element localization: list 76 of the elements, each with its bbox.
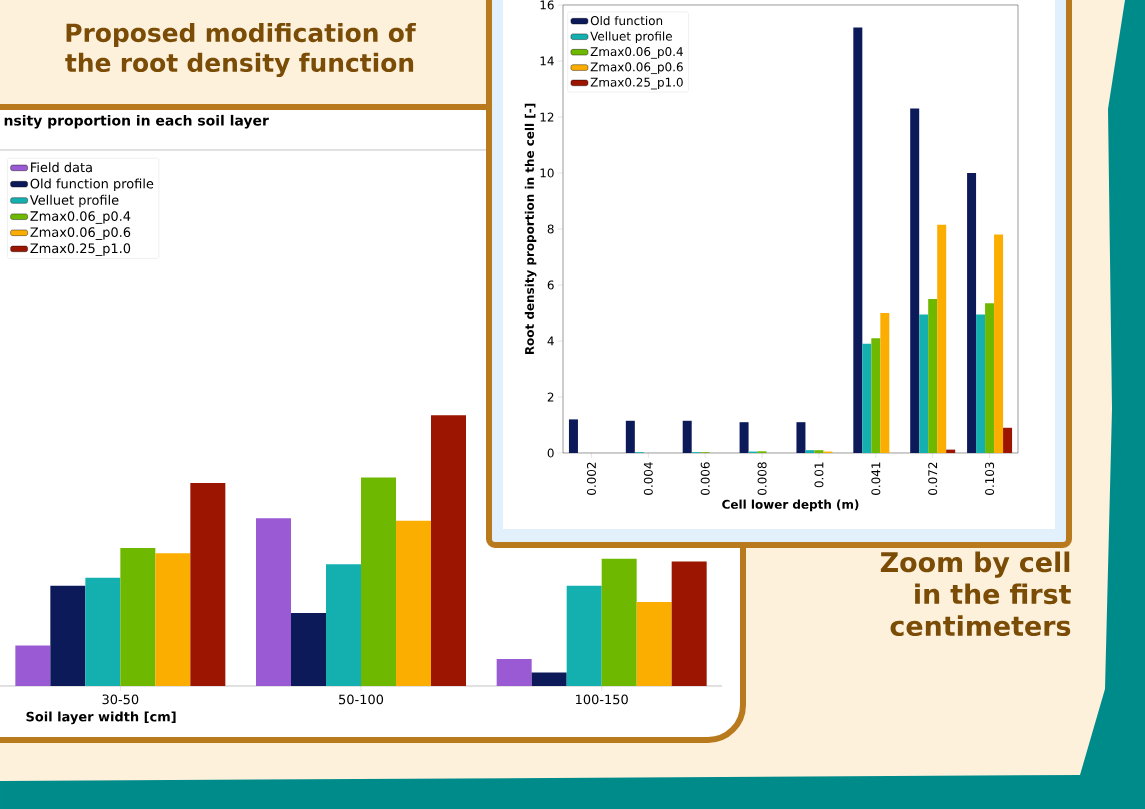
x-tick-label: 50-100 bbox=[339, 694, 384, 705]
y-tick-label: 4 bbox=[547, 336, 554, 346]
bar bbox=[15, 645, 51, 686]
bar bbox=[994, 234, 1004, 453]
x-axis-title: Soil layer width [cm] bbox=[26, 711, 176, 725]
legend-label: Velluet profile bbox=[590, 31, 672, 44]
bar bbox=[625, 420, 635, 453]
legend-label: Zmax0.25_p1.0 bbox=[590, 77, 683, 90]
bar bbox=[531, 672, 567, 686]
bar bbox=[396, 520, 432, 686]
bar bbox=[985, 303, 995, 453]
x-tick-label: 0.006 bbox=[700, 462, 710, 495]
bar bbox=[291, 612, 327, 686]
bar bbox=[190, 482, 226, 686]
bar bbox=[937, 224, 947, 453]
text: Proposed modification of the root density function bbox=[65, 22, 416, 78]
bar bbox=[919, 314, 929, 453]
bar bbox=[50, 585, 86, 686]
x-tick-label: 0.008 bbox=[757, 462, 767, 495]
legend-label: Zmax0.06_p0.6 bbox=[590, 62, 683, 75]
bar bbox=[871, 338, 881, 453]
legend-label: Field data bbox=[31, 162, 92, 173]
bar bbox=[671, 561, 707, 686]
bar bbox=[431, 415, 467, 686]
bar bbox=[1003, 427, 1013, 453]
text: Zoom by cell in the first centimeters bbox=[880, 551, 1071, 637]
y-tick-label: 0 bbox=[547, 448, 554, 458]
y-tick-label: 6 bbox=[547, 280, 554, 290]
bar bbox=[739, 422, 749, 453]
x-tick-label: 0.01 bbox=[814, 462, 824, 488]
bar bbox=[946, 449, 956, 453]
legend-label: Zmax0.06_p0.4 bbox=[30, 211, 131, 224]
y-tick-label: 2 bbox=[547, 392, 554, 402]
bar bbox=[568, 419, 578, 453]
y-tick-label: 12 bbox=[540, 112, 554, 122]
x-tick-label: 0.002 bbox=[586, 462, 596, 495]
bar bbox=[853, 27, 863, 453]
bar bbox=[155, 553, 191, 686]
bar bbox=[862, 343, 872, 453]
x-axis-title: Cell lower depth (m) bbox=[722, 499, 859, 512]
legend-label: Zmax0.06_p0.6 bbox=[30, 227, 131, 240]
chart-title: nsity proportion in each soil layer bbox=[4, 114, 269, 129]
legend-label: Old function bbox=[590, 15, 663, 26]
bar bbox=[566, 585, 602, 686]
legend-label: Zmax0.06_p0.4 bbox=[590, 47, 683, 59]
bar bbox=[601, 558, 637, 686]
y-axis-title: Root density proportion in the cell [-] bbox=[524, 103, 537, 355]
y-tick-label: 10 bbox=[540, 168, 554, 178]
legend-label: Velluet profile bbox=[29, 194, 119, 208]
bar bbox=[976, 314, 986, 453]
x-tick-label: 0.072 bbox=[928, 462, 938, 495]
legend-label: Old function profile bbox=[30, 178, 154, 192]
bar bbox=[967, 172, 977, 453]
y-tick-label: 8 bbox=[547, 224, 554, 234]
bar bbox=[361, 477, 397, 686]
bar bbox=[256, 518, 292, 686]
bar bbox=[636, 602, 672, 686]
y-tick-label: 14 bbox=[540, 56, 554, 66]
bar bbox=[796, 422, 806, 453]
bar bbox=[120, 547, 156, 686]
bar bbox=[805, 450, 815, 453]
bar bbox=[682, 420, 692, 453]
bar bbox=[326, 564, 362, 686]
x-tick-label: 0.103 bbox=[985, 462, 995, 495]
bar bbox=[85, 577, 121, 686]
legend-label: Zmax0.25_p1.0 bbox=[30, 243, 131, 257]
bar bbox=[928, 298, 938, 453]
y-tick-label: 16 bbox=[540, 0, 554, 10]
bar bbox=[814, 450, 824, 453]
bar bbox=[880, 312, 890, 453]
bar bbox=[496, 658, 532, 686]
x-tick-label: 100-150 bbox=[576, 694, 628, 705]
x-tick-label: 30-50 bbox=[102, 694, 139, 705]
x-tick-label: 0.004 bbox=[643, 462, 653, 495]
x-tick-label: 0.041 bbox=[871, 462, 881, 495]
bar bbox=[910, 108, 920, 453]
